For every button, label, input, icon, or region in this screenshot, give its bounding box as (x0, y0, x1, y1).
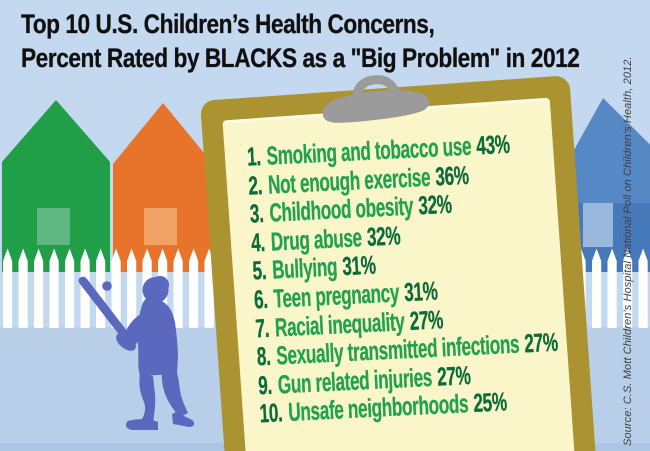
concern-value: 32% (366, 220, 401, 252)
green-house-door (37, 208, 70, 245)
blue-house-window (583, 203, 613, 247)
rank-number: 10. (258, 397, 284, 429)
rank-number: 5. (251, 255, 267, 286)
concern-value: 31% (403, 275, 439, 308)
rank-number: 3. (249, 198, 265, 229)
baseball-icon (102, 281, 112, 291)
green-house-icon (2, 100, 110, 272)
concern-value: 36% (434, 159, 470, 192)
rank-number: 6. (253, 283, 269, 315)
concern-value: 27% (436, 359, 472, 392)
orange-house-icon (113, 103, 213, 272)
concern-value: 27% (408, 303, 444, 336)
concern-value: 31% (341, 249, 377, 282)
rank-number: 2. (247, 169, 263, 201)
concern-value: 27% (523, 326, 559, 359)
orange-house-door (144, 208, 177, 245)
clipboard-clip-icon (322, 75, 430, 123)
rank-number: 4. (250, 226, 266, 258)
concern-value: 32% (417, 188, 453, 221)
title-line-2: Percent Rated by BLACKS as a "Big Proble… (21, 43, 580, 73)
rank-number: 8. (256, 340, 272, 372)
source-note: Source: C.S. Mott Children’s Hospital Na… (622, 56, 634, 446)
clipboard: 1. Smoking and tobacco use 43% 2. Not enough… (200, 75, 599, 451)
clipboard-paper: 1. Smoking and tobacco use 43% 2. Not enough… (222, 97, 578, 451)
concern-value: 25% (472, 386, 508, 419)
rank-number: 1. (246, 141, 262, 172)
concern-label: Unsafe neighborhoods (287, 388, 469, 428)
title-line-1: Top 10 U.S. Children’s Health Concerns, (21, 9, 435, 39)
page-title: Top 10 U.S. Children’s Health Concerns, … (21, 7, 650, 75)
baseball-batter-icon (78, 276, 195, 430)
rank-number: 7. (254, 312, 270, 344)
concern-value: 43% (475, 128, 511, 161)
concern-label: Bullying (271, 251, 338, 285)
concern-list: 1. Smoking and tobacco use 43% 2. Not enough… (223, 104, 566, 430)
baseball-bat-icon (78, 276, 129, 341)
rank-number: 9. (257, 369, 273, 401)
